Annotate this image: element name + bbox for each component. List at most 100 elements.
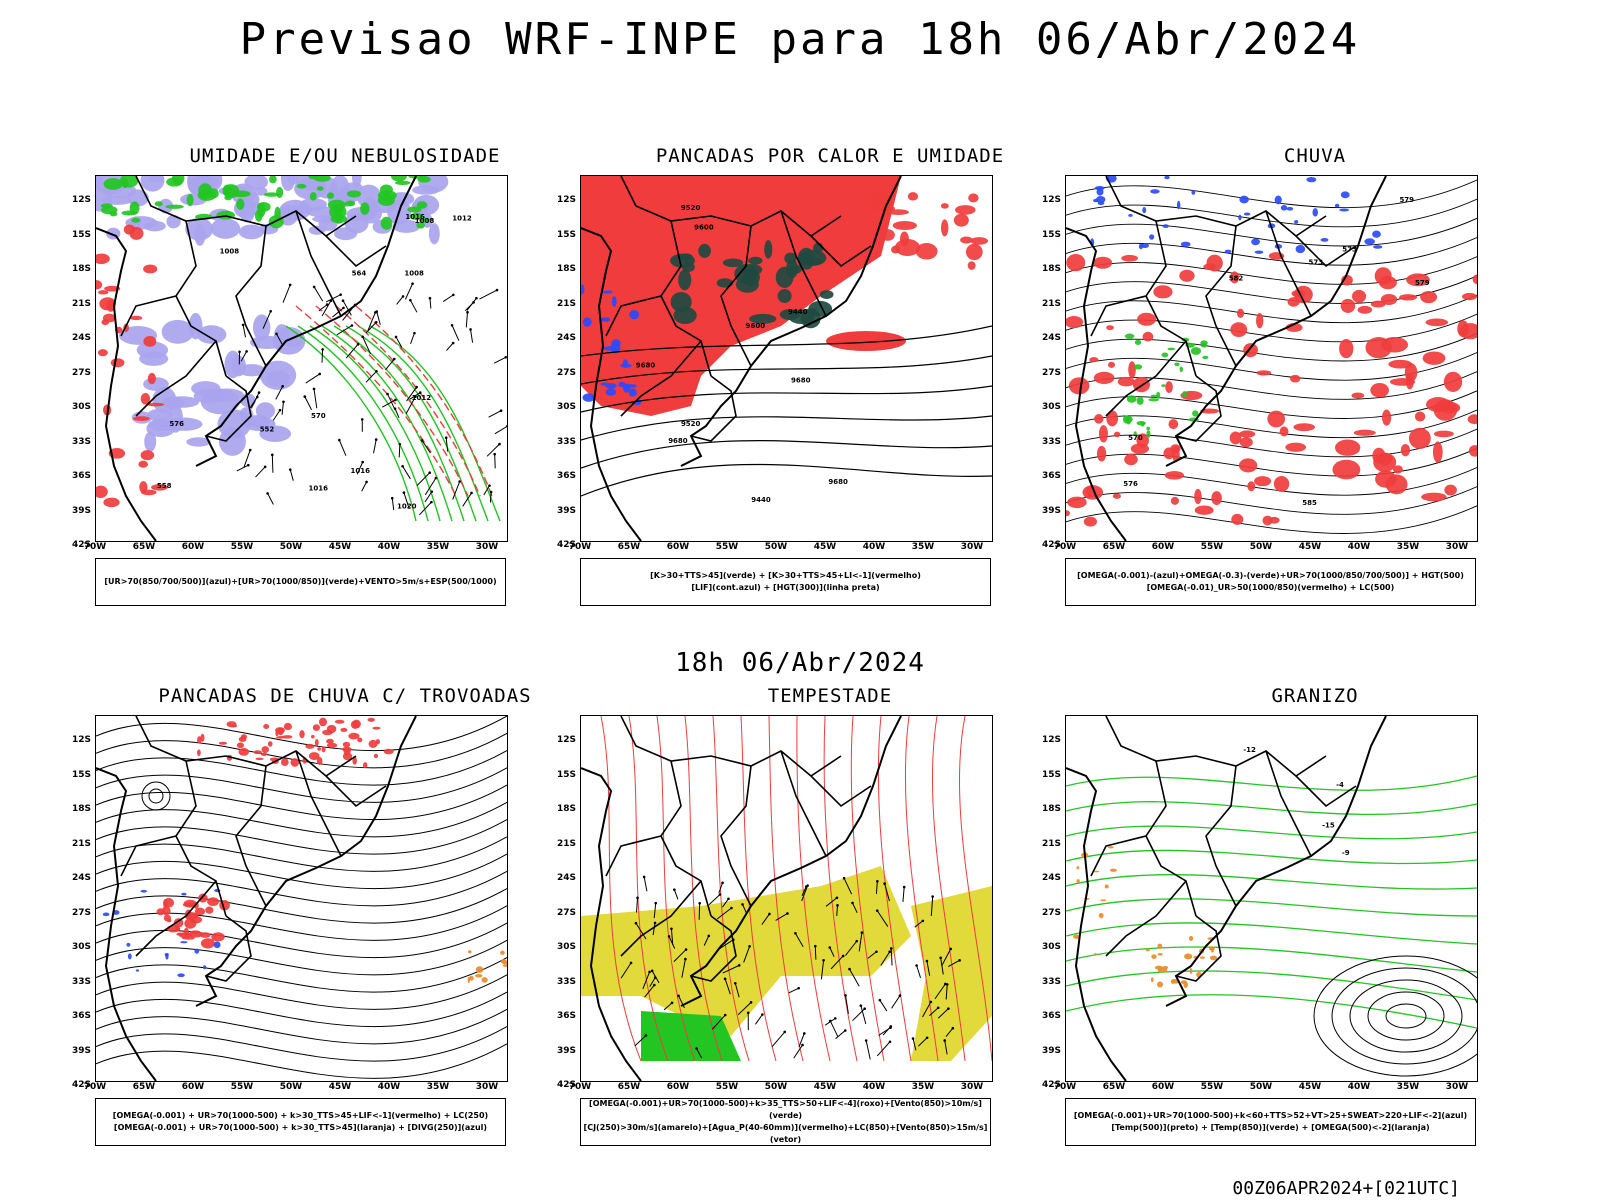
contour-label: 9520 (681, 420, 701, 428)
lat-tick: 27S (71, 367, 91, 378)
legend-line-1: [UR>70(850/700/500)](azul)+[UR>70(1000/8… (104, 577, 497, 586)
lat-tick: 21S (71, 298, 91, 309)
map-frame: -9 -15 -12 -4 (1065, 715, 1478, 1082)
lon-tick: 55W (1200, 542, 1224, 552)
contour-label: 570 (1128, 434, 1143, 442)
legend-box: [OMEGA(-0.001)+UR>70(1000-500)+k<60+TTS>… (1065, 1098, 1476, 1146)
contour-label: 9440 (788, 308, 808, 316)
lat-tick: 27S (71, 907, 91, 918)
lat-tick: 18S (71, 264, 91, 274)
lat-tick: 21S (556, 838, 576, 849)
lat-tick: 42S (556, 540, 576, 550)
lon-tick: 35W (1396, 542, 1420, 552)
contour-label: 585 (1302, 499, 1317, 507)
lon-tick: 65W (617, 1082, 641, 1092)
lon-tick: 65W (1102, 1082, 1126, 1092)
contour-label: 9520 (681, 204, 701, 212)
contour-label: 558 (157, 482, 172, 490)
lat-tick: 15S (556, 769, 576, 780)
panel-title: PANCADAS POR CALOR E UMIDADE (655, 145, 1005, 167)
map-panel-4: PANCADAS DE CHUVA C/ TROVOADAS 12S 15S 18S… (72, 685, 595, 1165)
contour-label: 9680 (791, 376, 811, 384)
lat-tick: 21S (1041, 838, 1061, 849)
lon-tick: 30W (960, 1082, 984, 1092)
lat-tick: 24S (556, 333, 576, 343)
lat-tick: 18S (556, 804, 576, 814)
contour-label: 579 (1399, 196, 1414, 204)
lon-tick: 45W (813, 1082, 837, 1092)
contour-label: 9680 (636, 361, 656, 369)
panel-title: CHUVA (1283, 145, 1347, 167)
legend-box: [OMEGA(-0.001)-(azul)+OMEGA(-0.3)-(verde… (1065, 558, 1476, 606)
lon-tick: 55W (715, 1082, 739, 1092)
lat-tick: 33S (556, 436, 576, 447)
lon-tick: 70W (83, 1082, 107, 1092)
map-panel-6: GRANIZO -9 -15 -12 -4 12S 15S 18S 21S 24S 27S 30S… (1042, 685, 1565, 1165)
legend-box: [K>30+TTS>45](verde) + [K>30+TTS>45+LI<-… (580, 558, 991, 606)
lon-tick: 30W (475, 542, 499, 552)
lat-tick: 33S (556, 976, 576, 987)
panel-title: PANCADAS DE CHUVA C/ TROVOADAS (158, 685, 532, 707)
legend-line-1: [OMEGA(-0.001)+UR>70(1000-500)+k>35_TTS>… (589, 1099, 982, 1120)
lon-tick: 35W (911, 542, 935, 552)
legend-line-1: [K>30+TTS>45](verde) + [K>30+TTS>45+LI<-… (650, 571, 921, 580)
map-canvas: 1008100810121012100810161016102010165765… (96, 176, 507, 541)
contour-label: 1016 (405, 213, 425, 221)
lat-tick: 42S (1041, 1080, 1061, 1090)
lon-tick: 60W (666, 542, 690, 552)
panel-title: UMIDADE E/OU NEBULOSIDADE (189, 145, 501, 167)
lon-tick: 30W (1445, 542, 1469, 552)
lon-tick: 40W (377, 1082, 401, 1092)
map-frame: 1008 1008 1012 1012 1008 1016 1016 1020 1016 576 5… (95, 175, 508, 542)
lat-tick: 12S (556, 195, 576, 205)
lat-tick: 21S (556, 298, 576, 309)
lon-tick: 55W (230, 542, 254, 552)
lat-tick: 36S (556, 471, 576, 481)
lat-tick: 39S (1041, 505, 1061, 516)
contour-label: 576 (169, 420, 184, 428)
lat-tick: 30S (1041, 942, 1061, 952)
map-canvas: 9680 9680 9680 9680 9600 9520 9440 9600 9520 9440 (581, 176, 992, 541)
lon-tick: 50W (279, 1082, 303, 1092)
map-panel-1: UMIDADE E/OU NEBULOSIDADE 1008 1008 1012 10… (72, 145, 595, 625)
lon-tick: 35W (426, 542, 450, 552)
lon-tick: 50W (764, 1082, 788, 1092)
lon-tick: 60W (181, 542, 205, 552)
lat-tick: 24S (71, 333, 91, 343)
lat-tick: 33S (1041, 436, 1061, 447)
lat-tick: 21S (71, 838, 91, 849)
lat-tick: 30S (71, 402, 91, 412)
lon-tick: 50W (279, 542, 303, 552)
lat-tick: 12S (71, 735, 91, 745)
map-panel-3: CHUVA 585 582 579 579 576 573 573 570 12S 15S 18S… (1042, 145, 1565, 625)
lat-tick: 36S (556, 1011, 576, 1021)
contour-label: 1012 (452, 214, 472, 222)
lon-tick: 45W (1298, 542, 1322, 552)
lon-tick: 45W (328, 542, 352, 552)
lon-tick: 55W (715, 542, 739, 552)
contour-label: -12 (1243, 746, 1256, 754)
legend-line-1: [OMEGA(-0.001) + UR>70(1000-500) + k>30_… (112, 1111, 489, 1120)
lat-tick: 12S (1041, 195, 1061, 205)
lon-tick: 30W (960, 542, 984, 552)
lat-tick: 27S (1041, 367, 1061, 378)
legend-line-2: [Temp(500)](preto) + [Temp(850)](verde) … (1111, 1123, 1430, 1132)
lon-tick: 40W (862, 542, 886, 552)
lat-tick: 15S (71, 769, 91, 780)
lat-tick: 24S (1041, 333, 1061, 343)
lat-tick: 30S (556, 942, 576, 952)
legend-line-2: [OMEGA(-0.01)_UR>50(1000/850)(vermelho) … (1146, 583, 1395, 592)
map-canvas (581, 716, 992, 1081)
lat-tick: 18S (71, 804, 91, 814)
legend-box: [OMEGA(-0.001) + UR>70(1000-500) + k>30_… (95, 1098, 506, 1146)
legend-line-1: [OMEGA(-0.001)-(azul)+OMEGA(-0.3)-(verde… (1077, 571, 1464, 580)
contour-label: 9680 (828, 478, 848, 486)
panel-title: TEMPESTADE (767, 685, 893, 707)
contour-label: 552 (260, 425, 275, 433)
lat-tick: 27S (556, 907, 576, 918)
contour-label: 1008 (415, 217, 435, 225)
contour-label: 9600 (746, 322, 766, 330)
lat-tick: 18S (1041, 804, 1061, 814)
lat-tick: 42S (71, 1080, 91, 1090)
